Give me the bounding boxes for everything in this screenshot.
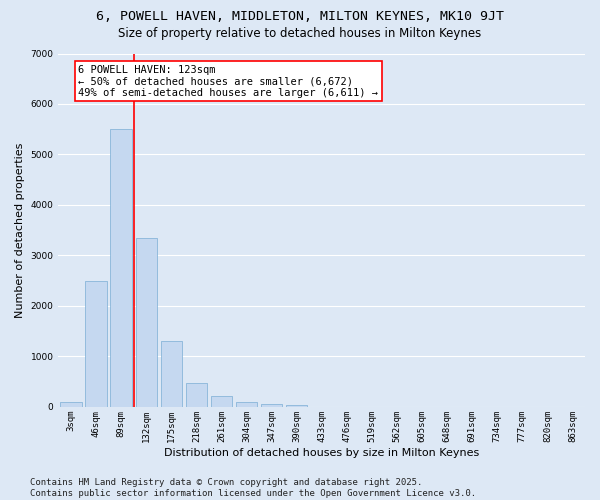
X-axis label: Distribution of detached houses by size in Milton Keynes: Distribution of detached houses by size … [164,448,479,458]
Text: 6 POWELL HAVEN: 123sqm
← 50% of detached houses are smaller (6,672)
49% of semi-: 6 POWELL HAVEN: 123sqm ← 50% of detached… [79,64,379,98]
Bar [185,382,207,407]
Bar [161,342,182,407]
Text: Size of property relative to detached houses in Milton Keynes: Size of property relative to detached ho… [118,28,482,40]
Bar [286,406,307,407]
Bar [136,238,157,407]
Y-axis label: Number of detached properties: Number of detached properties [15,142,25,318]
Bar [110,129,132,407]
Text: Contains HM Land Registry data © Crown copyright and database right 2025.
Contai: Contains HM Land Registry data © Crown c… [30,478,476,498]
Bar [60,402,82,407]
Bar [85,280,107,407]
Text: 6, POWELL HAVEN, MIDDLETON, MILTON KEYNES, MK10 9JT: 6, POWELL HAVEN, MIDDLETON, MILTON KEYNE… [96,10,504,23]
Bar [236,402,257,407]
Bar [211,396,232,407]
Bar [261,404,282,407]
